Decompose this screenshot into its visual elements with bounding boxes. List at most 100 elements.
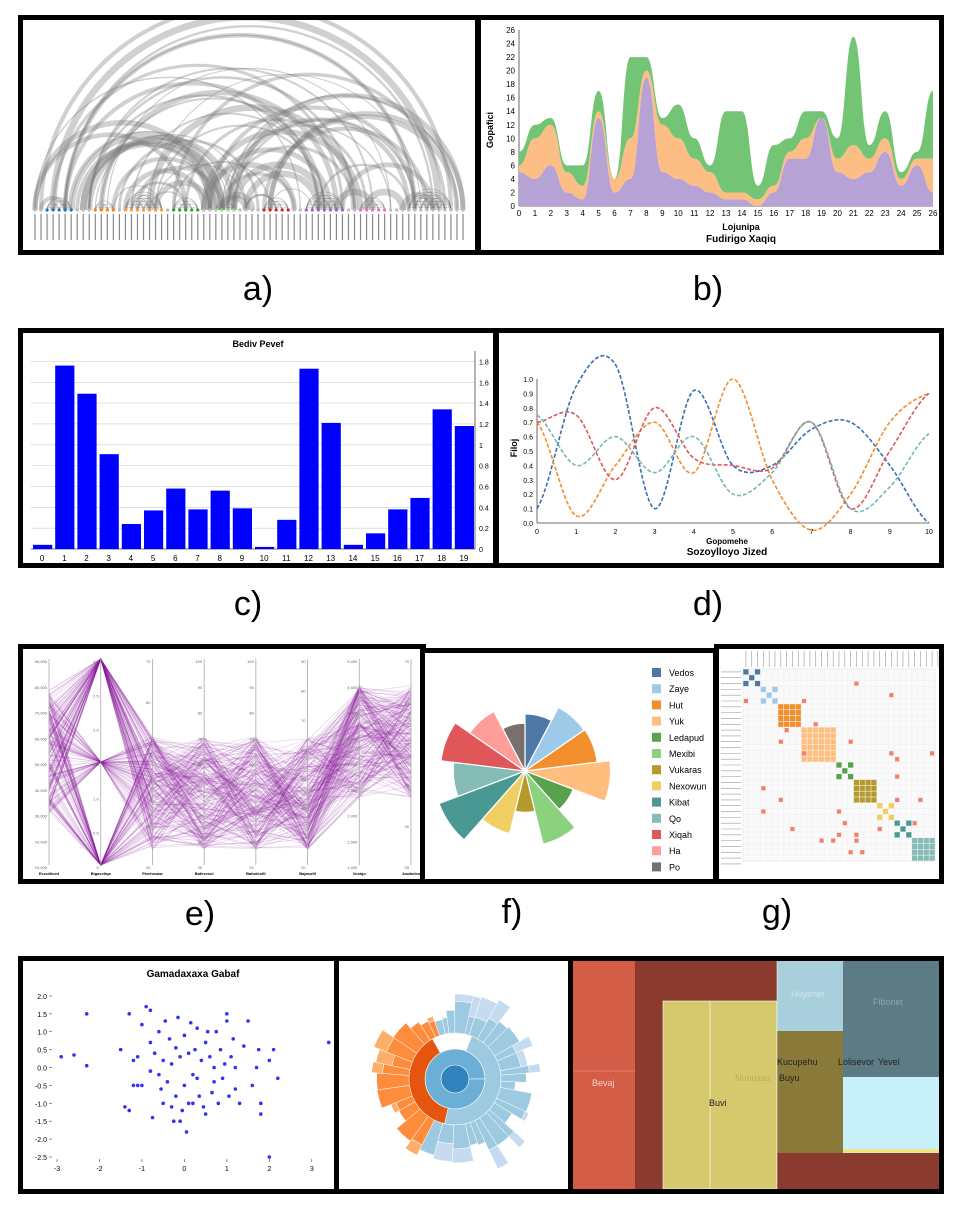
matrix-cell — [830, 756, 836, 762]
pie-slice-Mexibi — [524, 770, 576, 845]
matrix-cell — [801, 739, 807, 745]
chart-d-ytick: 0.1 — [523, 507, 533, 514]
arc-node — [364, 208, 369, 212]
treemap-label-buyu: Buyu — [779, 1073, 800, 1083]
scatter-point — [218, 1047, 223, 1052]
matrix-cell-off — [743, 698, 749, 704]
scatter-point — [169, 1062, 174, 1066]
arc-node — [286, 208, 290, 212]
pc-line — [48, 657, 412, 845]
legend-swatch — [652, 765, 661, 775]
panel-c-bar-chart: Bediv Pevef 0 0.2 0.4 0.6 0.8 1 1.2 1.4 1.6 1.8 0 1… — [18, 328, 498, 568]
bar-10 — [255, 546, 275, 549]
chart-c-xtick: 12 — [304, 554, 313, 563]
pc-line — [48, 658, 412, 851]
arc-node — [135, 208, 140, 212]
arc-link — [86, 134, 237, 211]
matrix-cell — [929, 838, 935, 844]
legend-swatch — [652, 830, 661, 839]
arc-node — [334, 208, 339, 212]
scatter-point — [178, 1054, 182, 1059]
arc-link — [244, 193, 278, 211]
scatter-point — [259, 1101, 263, 1106]
pc-tick: 90 — [198, 685, 203, 690]
scatter-point — [72, 1053, 76, 1057]
pc-line — [48, 717, 412, 866]
matrix-cell — [923, 855, 929, 861]
pc-line — [48, 714, 412, 851]
treemap-svg: Bevaj Buvi Nunuxas Buyu Kucupehu Lolisev… — [573, 961, 939, 1189]
legend-swatch — [652, 668, 661, 677]
pc-line — [48, 725, 412, 842]
chart-c-xtick: 16 — [393, 554, 402, 563]
scatter-point — [199, 1058, 204, 1063]
chart-h-ytick: -2.5 — [35, 1155, 47, 1162]
pc-line — [48, 758, 412, 849]
arc-node — [129, 208, 134, 212]
arc-node — [63, 208, 67, 212]
scatter-point — [222, 1062, 227, 1066]
chart-h-ytick: 1.0 — [37, 1030, 47, 1037]
matrix-cell — [818, 733, 825, 739]
scatter-point — [195, 1076, 199, 1081]
matrix-cell — [929, 843, 935, 850]
panel-a-arc-diagram — [18, 15, 480, 255]
scatter-point — [180, 1108, 185, 1113]
matrix-cell — [894, 832, 900, 838]
pc-line — [48, 658, 412, 835]
matrix-cell — [917, 855, 924, 861]
sunburst-segment — [371, 1061, 385, 1074]
matrix-cell — [813, 750, 819, 756]
pc-line — [48, 725, 412, 811]
arc-node — [274, 208, 278, 212]
chart-b-ytick: 6 — [511, 161, 516, 170]
matrix-cell-off — [848, 850, 853, 855]
pc-tick: 20 — [146, 865, 151, 870]
sunburst-segment — [488, 1145, 509, 1170]
matrix-cell — [912, 849, 918, 855]
sunburst-segment — [396, 1108, 429, 1142]
scatter-point — [203, 1112, 208, 1116]
pc-line — [48, 698, 412, 866]
pc-line — [48, 658, 412, 843]
legend-label-Vedos: Vedos — [669, 668, 695, 678]
pc-line — [48, 658, 412, 833]
arc-link — [49, 20, 443, 211]
sunburst-segment — [528, 1063, 541, 1074]
pc-line — [48, 713, 412, 828]
matrix-cell-off — [889, 693, 894, 698]
pc-line — [48, 719, 412, 839]
scatter-point — [254, 1065, 259, 1070]
matrix-cell — [824, 739, 830, 745]
sunburst-segment — [404, 1138, 423, 1156]
pc-line — [48, 736, 412, 841]
chart-c-ytick: 0.4 — [479, 505, 489, 512]
pc-line — [48, 657, 412, 850]
pc-tick: 40 — [198, 814, 203, 819]
pc-line — [48, 693, 412, 812]
chart-b-ytick: 22 — [506, 53, 515, 62]
arc-node — [87, 208, 91, 212]
arc-link — [172, 160, 272, 211]
arc-link — [267, 111, 466, 211]
legend-swatch — [652, 797, 661, 807]
pc-line — [48, 696, 412, 848]
chart-d-ytick: 0.3 — [523, 478, 533, 485]
chart-d-xtick: 6 — [770, 529, 774, 536]
pc-tick: 40 — [146, 783, 151, 788]
arc-node — [401, 208, 405, 212]
matrix-cell — [766, 692, 772, 698]
pc-line — [48, 690, 412, 867]
arc-link — [154, 124, 326, 211]
legend-label-Po: Po — [669, 862, 680, 872]
pc-tick: 30,000 — [35, 814, 48, 819]
chart-b-xtick: 6 — [612, 209, 617, 218]
pc-line — [48, 658, 412, 837]
bar-9 — [232, 508, 252, 549]
pc-line — [48, 700, 412, 866]
chart-h-ytick: 1.5 — [37, 1012, 47, 1019]
arc-link — [221, 124, 392, 211]
matrix-cell — [760, 698, 766, 704]
pc-line — [48, 709, 412, 867]
matrix-cell — [795, 721, 801, 727]
